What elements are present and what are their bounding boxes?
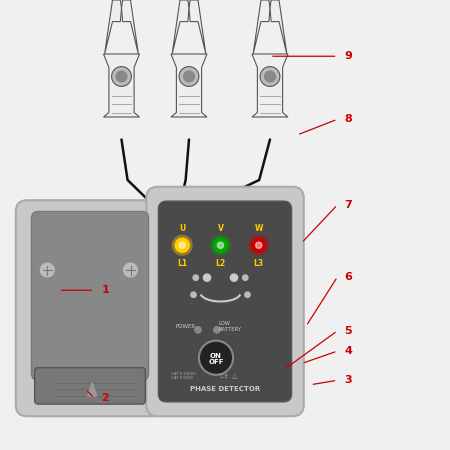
- Text: 9: 9: [344, 51, 352, 61]
- Circle shape: [122, 262, 139, 278]
- Text: V: V: [217, 224, 224, 233]
- Text: L3: L3: [254, 259, 264, 268]
- Text: LOW
BATTERY: LOW BATTERY: [218, 321, 241, 332]
- Circle shape: [195, 327, 201, 333]
- Polygon shape: [253, 0, 270, 54]
- Polygon shape: [88, 382, 97, 396]
- Polygon shape: [189, 0, 206, 54]
- Circle shape: [243, 275, 248, 280]
- FancyBboxPatch shape: [158, 201, 292, 402]
- Text: 3: 3: [344, 375, 352, 385]
- Polygon shape: [172, 0, 189, 54]
- Circle shape: [260, 67, 280, 86]
- Text: 7: 7: [344, 200, 352, 210]
- Text: 5: 5: [344, 326, 352, 336]
- Circle shape: [199, 341, 233, 375]
- Circle shape: [193, 275, 198, 280]
- Circle shape: [184, 71, 194, 82]
- Circle shape: [172, 235, 192, 255]
- Circle shape: [191, 292, 196, 297]
- Text: OFF: OFF: [208, 359, 224, 365]
- Text: CAT II 1000V
CAT II 600V: CAT II 1000V CAT II 600V: [171, 372, 196, 380]
- Polygon shape: [270, 0, 287, 54]
- Circle shape: [179, 242, 185, 248]
- Circle shape: [217, 242, 224, 248]
- Text: 6: 6: [344, 272, 352, 282]
- Circle shape: [230, 274, 238, 281]
- Text: L1: L1: [177, 259, 187, 268]
- Circle shape: [252, 238, 266, 252]
- Text: U: U: [179, 224, 185, 233]
- Polygon shape: [104, 54, 140, 117]
- Circle shape: [175, 238, 189, 252]
- Polygon shape: [252, 54, 288, 117]
- Text: 8: 8: [344, 114, 352, 124]
- Text: W: W: [255, 224, 263, 233]
- Text: CE  △: CE △: [220, 373, 238, 378]
- FancyBboxPatch shape: [35, 368, 145, 404]
- FancyBboxPatch shape: [146, 187, 304, 416]
- Circle shape: [39, 262, 55, 278]
- Polygon shape: [122, 0, 139, 54]
- Text: 1: 1: [101, 285, 109, 295]
- Circle shape: [203, 274, 211, 281]
- Polygon shape: [104, 0, 122, 54]
- Circle shape: [211, 235, 230, 255]
- FancyBboxPatch shape: [32, 212, 148, 380]
- Text: PHASE DETECTOR: PHASE DETECTOR: [190, 386, 260, 392]
- Circle shape: [265, 71, 275, 82]
- Text: 2: 2: [101, 393, 109, 403]
- Polygon shape: [171, 54, 207, 117]
- Circle shape: [256, 242, 262, 248]
- Circle shape: [116, 71, 127, 82]
- Text: L2: L2: [216, 259, 225, 268]
- Text: POWER: POWER: [176, 324, 196, 329]
- Circle shape: [214, 327, 220, 333]
- FancyBboxPatch shape: [16, 200, 164, 416]
- Circle shape: [179, 67, 199, 86]
- Text: ON: ON: [210, 352, 222, 359]
- Circle shape: [112, 67, 131, 86]
- Circle shape: [213, 238, 228, 252]
- Circle shape: [245, 292, 250, 297]
- Text: 4: 4: [344, 346, 352, 356]
- Circle shape: [249, 235, 269, 255]
